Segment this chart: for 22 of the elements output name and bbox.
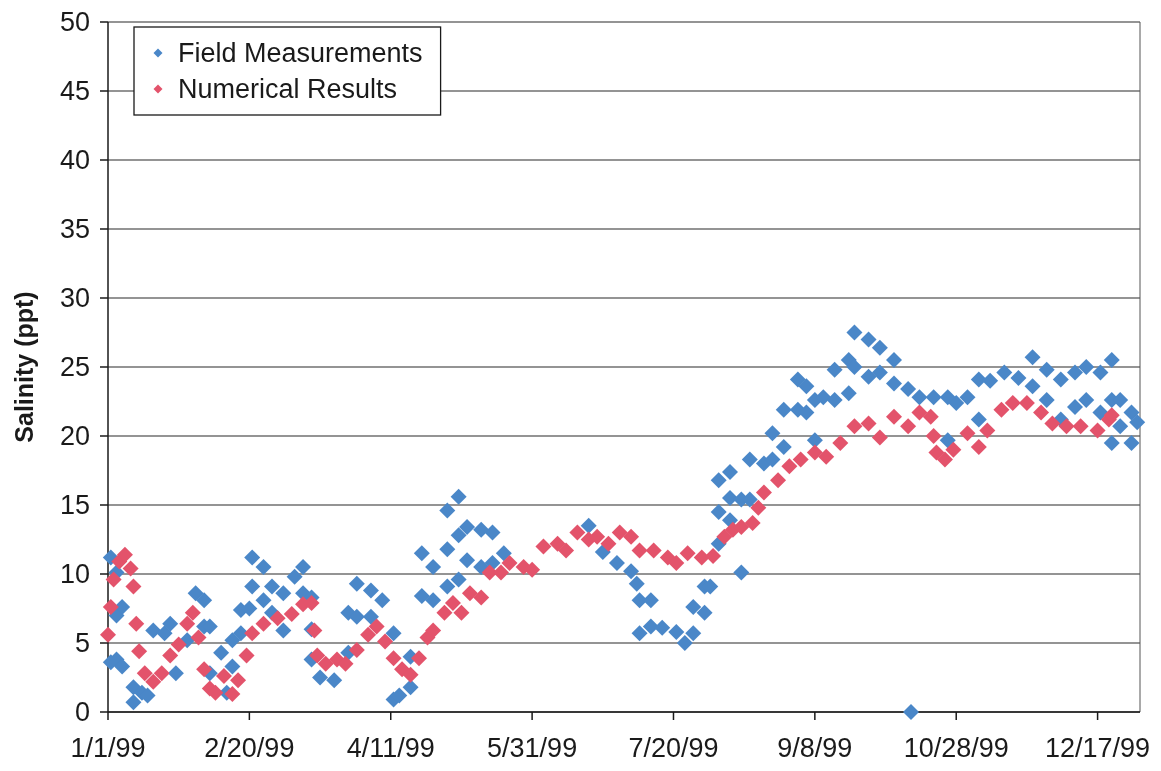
y-axis-title: Salinity (ppt) [9,291,38,443]
x-tick-label: 10/28/99 [903,733,1009,763]
y-tick-label: 0 [74,697,90,728]
y-tick-label: 20 [59,421,90,452]
y-tick-label: 40 [59,145,90,176]
y-tick-label: 10 [59,559,90,590]
x-tick-label: 5/31/99 [487,733,578,763]
x-tick-label: 2/20/99 [204,733,295,763]
x-tick-label: 12/17/99 [1045,733,1151,763]
x-tick-label: 1/1/99 [70,733,146,763]
x-tick-label: 7/20/99 [628,733,719,763]
y-tick-label: 15 [59,490,90,521]
y-tick-label: 35 [59,214,90,245]
x-tick-label: 9/8/99 [777,733,853,763]
x-tick-label: 4/11/99 [346,733,435,763]
y-tick-label: 30 [59,283,90,314]
y-tick-label: 50 [59,7,90,38]
legend-label: Numerical Results [178,74,398,105]
y-tick-label: 45 [59,76,90,107]
y-tick-label: 5 [74,628,90,659]
legend-label: Field Measurements [178,38,423,69]
y-tick-label: 25 [59,352,90,383]
